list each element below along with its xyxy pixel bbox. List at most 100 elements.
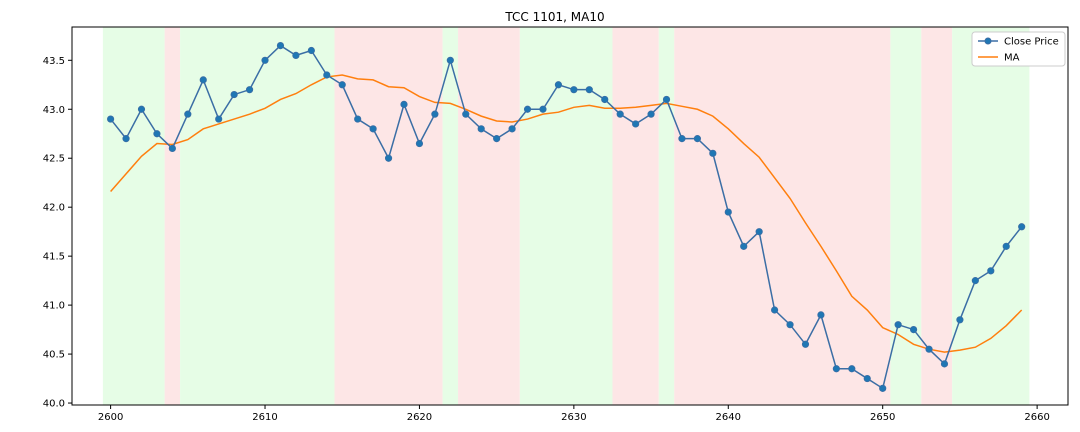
trend-bands	[102, 27, 1030, 405]
x-tick-label: 2650	[870, 412, 895, 423]
close-price-point	[184, 110, 192, 118]
chart-title: TCC 1101, MA10	[504, 10, 604, 24]
close-price-point	[369, 125, 377, 133]
y-tick-label: 43.0	[43, 105, 65, 116]
close-price-point	[354, 115, 362, 123]
close-price-point	[632, 120, 640, 128]
legend: Close Price MA	[971, 31, 1066, 67]
ma-series-line	[110, 74, 1023, 353]
close-price-point	[261, 56, 269, 64]
close-price-point	[894, 321, 902, 329]
close-price-point	[971, 277, 979, 285]
close-price-point	[292, 51, 300, 59]
close-price-point	[554, 81, 563, 89]
legend-close-price-marker	[984, 37, 992, 45]
close-price-point	[415, 139, 424, 148]
close-price-point	[647, 110, 655, 118]
trend-band-down	[921, 27, 953, 405]
close-price-point	[863, 374, 871, 383]
trend-band-up	[890, 27, 922, 405]
close-price-point	[323, 71, 331, 79]
y-tick-label: 40.0	[43, 399, 65, 410]
close-price-point	[879, 384, 887, 392]
close-price-point	[755, 228, 763, 236]
close-price-point	[987, 267, 995, 275]
close-price-point	[462, 110, 470, 118]
close-price-point	[137, 105, 146, 113]
trend-band-up	[952, 27, 1030, 405]
close-price-point	[786, 321, 794, 329]
close-price-point	[122, 135, 130, 143]
close-price-point	[662, 95, 671, 104]
close-price-point	[245, 86, 254, 94]
close-price-point	[832, 365, 840, 373]
close-price-point	[307, 46, 315, 55]
legend-close-price-label: Close Price	[1004, 37, 1059, 48]
close-price-point	[107, 115, 115, 123]
close-price-point	[909, 325, 918, 334]
close-price-point	[1002, 242, 1010, 250]
close-price-point	[940, 360, 949, 368]
close-price-point	[585, 86, 593, 94]
close-price-point	[539, 105, 547, 113]
close-price-point	[384, 154, 393, 162]
close-price-point	[709, 149, 717, 157]
close-price-point	[693, 135, 701, 143]
close-price-point	[817, 311, 825, 319]
y-tick-label: 40.5	[43, 350, 65, 361]
close-price-point	[724, 208, 732, 216]
trend-band-down	[334, 27, 443, 405]
close-price-point	[199, 76, 207, 84]
close-price-point	[523, 105, 532, 113]
close-price-point	[925, 345, 933, 353]
close-price-point	[493, 135, 501, 143]
y-tick-label: 43.5	[43, 56, 65, 67]
trend-band-up	[442, 27, 459, 405]
trend-band-up	[519, 27, 613, 405]
trend-band-up	[102, 27, 165, 405]
close-price-point	[276, 42, 285, 50]
close-price-point	[601, 95, 609, 104]
close-price-point	[740, 242, 748, 250]
y-tick-label: 42.0	[43, 203, 65, 214]
close-price-point	[168, 144, 176, 153]
close-price-point	[1018, 223, 1026, 231]
close-price-markers	[107, 42, 1026, 392]
close-price-point	[616, 110, 624, 118]
x-tick-label: 2600	[98, 412, 123, 423]
trend-band-down	[674, 27, 891, 405]
x-tick-label: 2660	[1024, 412, 1049, 423]
close-price-point	[771, 306, 779, 314]
close-price-point	[678, 135, 686, 143]
trend-band-down	[458, 27, 520, 405]
close-price-point	[956, 316, 964, 324]
x-tick-label: 2620	[407, 412, 432, 423]
axes: 2600 2610 2620 2630 2640 2650 2660 40.0 40.5 41.0…	[43, 56, 1050, 423]
close-price-point	[215, 115, 223, 123]
trend-band-down	[164, 27, 181, 405]
close-price-point	[508, 125, 516, 133]
close-price-point	[338, 81, 346, 89]
x-tick-label: 2610	[252, 412, 277, 423]
x-tick-label: 2640	[716, 412, 741, 423]
close-price-point	[801, 340, 810, 348]
y-tick-label: 42.5	[43, 154, 65, 165]
close-price-point	[153, 130, 161, 138]
plot-frame	[71, 26, 1069, 406]
y-tick-label: 41.0	[43, 301, 65, 312]
y-tick-label: 41.5	[43, 252, 65, 263]
trend-band-down	[612, 27, 659, 405]
legend-ma-label: MA	[1004, 53, 1020, 64]
close-price-point	[570, 86, 578, 94]
close-price-point	[400, 100, 408, 108]
trend-band-up	[180, 27, 335, 405]
close-price-point	[431, 110, 439, 118]
close-price-point	[848, 365, 856, 373]
close-price-point	[230, 90, 238, 99]
close-price-point	[446, 56, 454, 64]
trend-band-up	[658, 27, 675, 405]
close-price-point	[477, 125, 485, 133]
x-tick-label: 2630	[561, 412, 586, 423]
